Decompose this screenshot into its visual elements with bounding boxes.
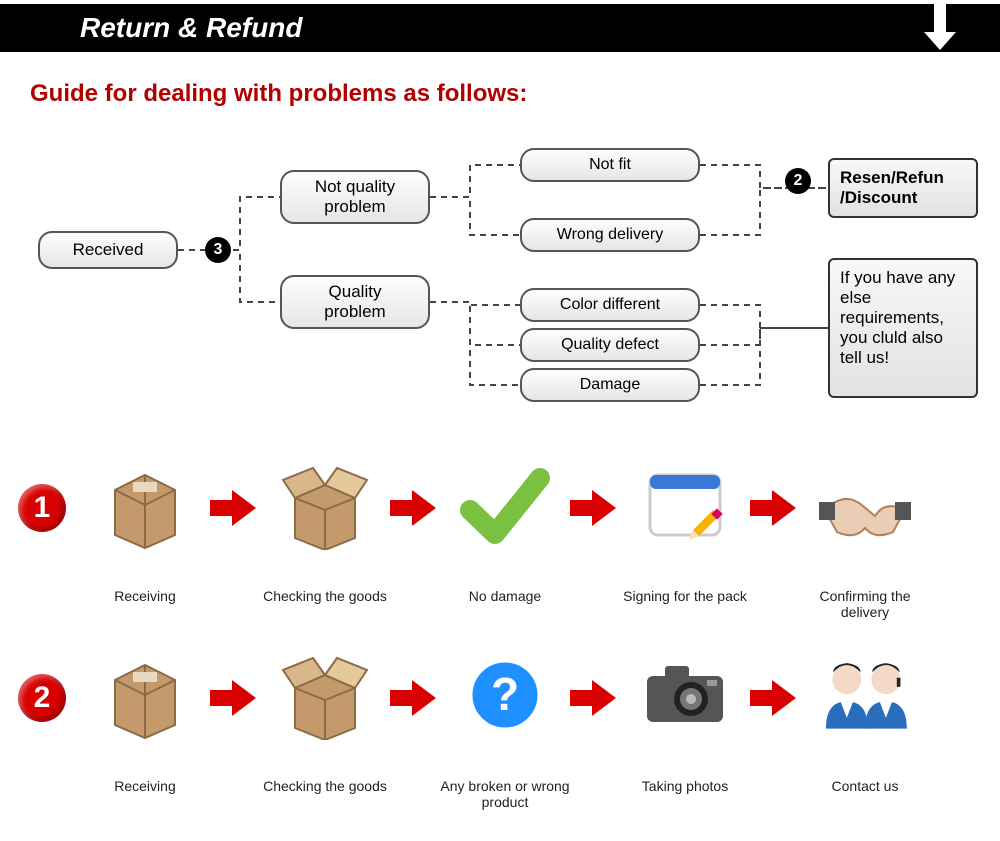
- arrow-right-icon: [750, 488, 796, 528]
- step-label: Receiving: [80, 778, 210, 794]
- camera-icon: [635, 650, 735, 740]
- step-label: Receiving: [80, 588, 210, 604]
- node-quality: Quality problem: [280, 275, 430, 329]
- step-label: Taking photos: [620, 778, 750, 794]
- box-open-icon: [275, 650, 375, 740]
- node-not-quality: Not quality problem: [280, 170, 430, 224]
- step-label: No damage: [440, 588, 570, 604]
- step-label: Confirming the delivery: [800, 588, 930, 620]
- step-label: Checking the goods: [260, 588, 390, 604]
- question-icon: ?: [455, 650, 555, 740]
- arrow-right-icon: [750, 678, 796, 718]
- flow-badge-2: 2: [785, 168, 811, 194]
- arrow-right-icon: [210, 488, 256, 528]
- out-refund: Resen/Refun /Discount: [828, 158, 978, 218]
- node-damage: Damage: [520, 368, 700, 402]
- node-wrong-delivery: Wrong delivery: [520, 218, 700, 252]
- node-color-diff: Color different: [520, 288, 700, 322]
- arrow-right-icon: [570, 488, 616, 528]
- box-closed-icon: [95, 650, 195, 740]
- arrow-right-icon: [390, 678, 436, 718]
- svg-text:?: ?: [491, 668, 519, 720]
- out-other: If you have any else requirements, you c…: [828, 258, 978, 398]
- page: Return & Refund Guide for dealing with p…: [0, 0, 1000, 841]
- row-badge-2: 2: [18, 674, 66, 722]
- arrow-right-icon: [570, 678, 616, 718]
- box-closed-icon: [95, 460, 195, 550]
- box-open-icon: [275, 460, 375, 550]
- step-label: Checking the goods: [260, 778, 390, 794]
- people-icon: [815, 650, 915, 740]
- flow-badge-3: 3: [205, 237, 231, 263]
- step-label: Contact us: [800, 778, 930, 794]
- arrow-right-icon: [390, 488, 436, 528]
- node-not-fit: Not fit: [520, 148, 700, 182]
- step-label: Any broken or wrong product: [440, 778, 570, 810]
- pencil-icon: [635, 460, 735, 550]
- arrow-right-icon: [210, 678, 256, 718]
- handshake-icon: [815, 460, 915, 550]
- node-quality-defect: Quality defect: [520, 328, 700, 362]
- check-icon: [455, 460, 555, 550]
- row-badge-1: 1: [18, 484, 66, 532]
- node-received: Received: [38, 231, 178, 269]
- step-label: Signing for the pack: [620, 588, 750, 604]
